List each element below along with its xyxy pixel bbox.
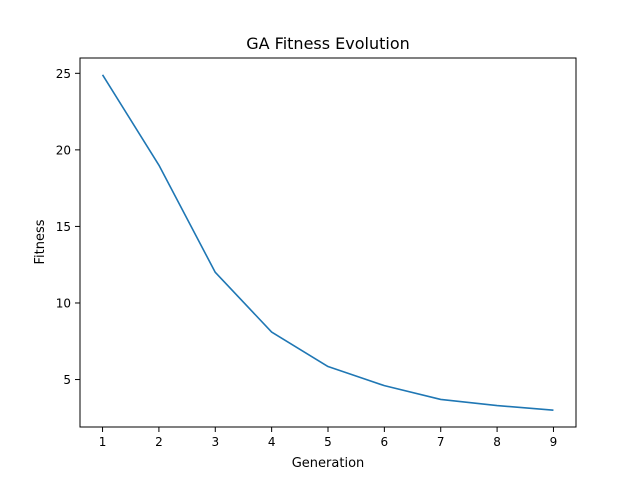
x-tick-label: 5 [324,435,332,449]
data-point [271,332,272,333]
x-tick-label: 7 [437,435,445,449]
data-point [497,405,498,406]
plot-area: 1 2 3 4 5 6 7 8 9 5 10 15 20 25 [56,57,577,449]
chart-title: GA Fitness Evolution [246,34,410,53]
data-point [553,410,554,411]
x-tick-label: 8 [493,435,501,449]
data-point [158,165,159,166]
x-tick-label: 2 [155,435,163,449]
y-tick-label: 25 [56,67,71,81]
data-point [384,385,385,386]
y-axis: 5 10 15 20 25 [56,67,80,387]
y-tick-label: 15 [56,220,71,234]
data-point [102,74,103,75]
data-point [215,272,216,273]
x-tick-label: 3 [211,435,219,449]
series-line [101,74,554,411]
data-point [440,399,441,400]
x-tick-label: 4 [268,435,276,449]
x-tick-label: 6 [381,435,389,449]
x-tick-label: 1 [99,435,107,449]
y-tick-label: 5 [63,373,71,387]
x-tick-label: 9 [550,435,558,449]
data-point [328,366,329,367]
y-tick-label: 20 [56,143,71,157]
series-layer [101,74,554,411]
y-axis-label: Fitness [33,219,48,264]
y-tick-label: 10 [56,296,71,310]
x-axis: 1 2 3 4 5 6 7 8 9 [99,427,558,449]
x-axis-label: Generation [292,456,365,471]
